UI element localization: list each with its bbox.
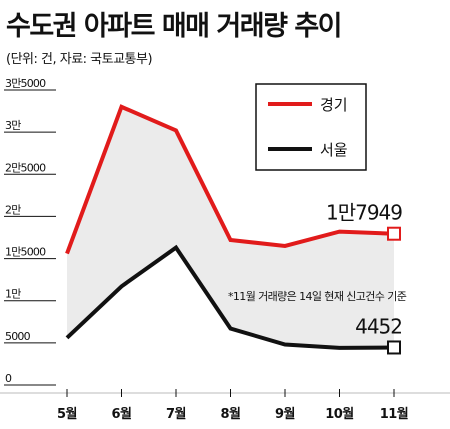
series-end-label-1: 4452 (355, 314, 402, 338)
legend-box (255, 83, 367, 171)
series-end-label-0: 1만7949 (326, 201, 402, 225)
y-tick-label: 0 (5, 372, 12, 385)
legend-label-gyeonggi: 경기 (320, 96, 348, 114)
series-end-marker-1 (387, 340, 401, 355)
legend: 경기 서울 (255, 83, 367, 171)
y-tick-label: 3만 (5, 119, 21, 132)
series-line-1 (65, 244, 395, 350)
series-end-marker-0 (387, 226, 401, 241)
y-tick-label: 1만 (5, 288, 21, 301)
chart-note: *11월 거래량은 14일 현재 신고건수 기준 (228, 289, 407, 303)
legend-label-seoul: 서울 (320, 141, 348, 159)
y-tick-label: 2만 (5, 203, 21, 216)
series-line-0 (65, 104, 395, 255)
y-tick-label: 2만5000 (5, 161, 46, 174)
x-tick-label: 5월 (57, 406, 77, 422)
y-tick-label: 3만5000 (5, 77, 46, 90)
x-tick-label: 10월 (325, 406, 354, 422)
x-tick-label: 8월 (220, 406, 240, 422)
chart-title: 수도권 아파트 매매 거래량 추이 (6, 11, 343, 42)
x-tick-label: 6월 (111, 406, 131, 422)
y-tick-label: 1만5000 (5, 246, 46, 259)
y-tick-label: 5000 (5, 330, 31, 343)
area-band (67, 106, 394, 348)
x-tick-label: 7월 (166, 406, 186, 422)
x-tick-label: 11월 (380, 406, 409, 422)
chart-subtitle: (단위: 건, 자료: 국토교통부) (6, 52, 153, 67)
x-tick-label: 9월 (275, 406, 295, 422)
